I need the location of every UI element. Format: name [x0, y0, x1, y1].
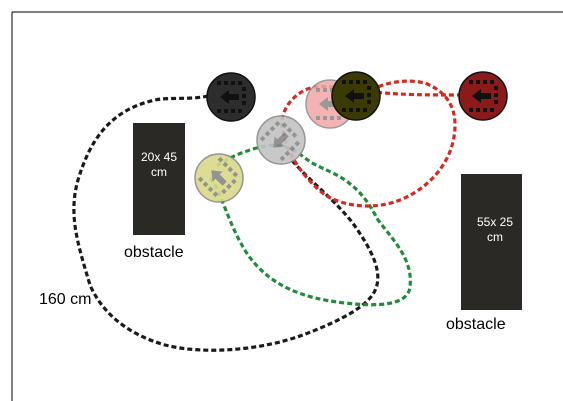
robot-darkred-arrow-icon — [469, 80, 498, 112]
robot-gray — [256, 115, 306, 165]
obstacle-right-dim-line1: 55x 25 — [476, 215, 514, 229]
obstacle-right-label: obstacle — [446, 316, 506, 333]
path-green — [208, 143, 412, 307]
robot-black-arrow-icon — [217, 81, 246, 113]
robot-black — [206, 72, 256, 122]
path-black — [72, 94, 380, 352]
robot-olive-arrow-icon — [342, 80, 371, 112]
obstacle-right-dim-line2: cm — [487, 230, 503, 244]
obstacle-left-dim-line1: 20x 45 — [140, 150, 178, 164]
obstacle-left-dim-line2: cm — [151, 165, 167, 179]
obstacle-left-dimension: 20x 45 cm — [133, 150, 185, 180]
obstacle-left — [133, 123, 185, 235]
distance-label: 160 cm — [39, 291, 92, 308]
obstacle-right — [461, 174, 522, 310]
robot-olive — [331, 71, 381, 121]
obstacle-right-dimension: 55x 25 cm — [466, 215, 524, 245]
robot-yellow — [194, 153, 244, 203]
robot-yellow-arrow-icon — [197, 156, 241, 200]
obstacle-left-label: obstacle — [124, 244, 184, 261]
robot-darkred — [458, 71, 508, 121]
